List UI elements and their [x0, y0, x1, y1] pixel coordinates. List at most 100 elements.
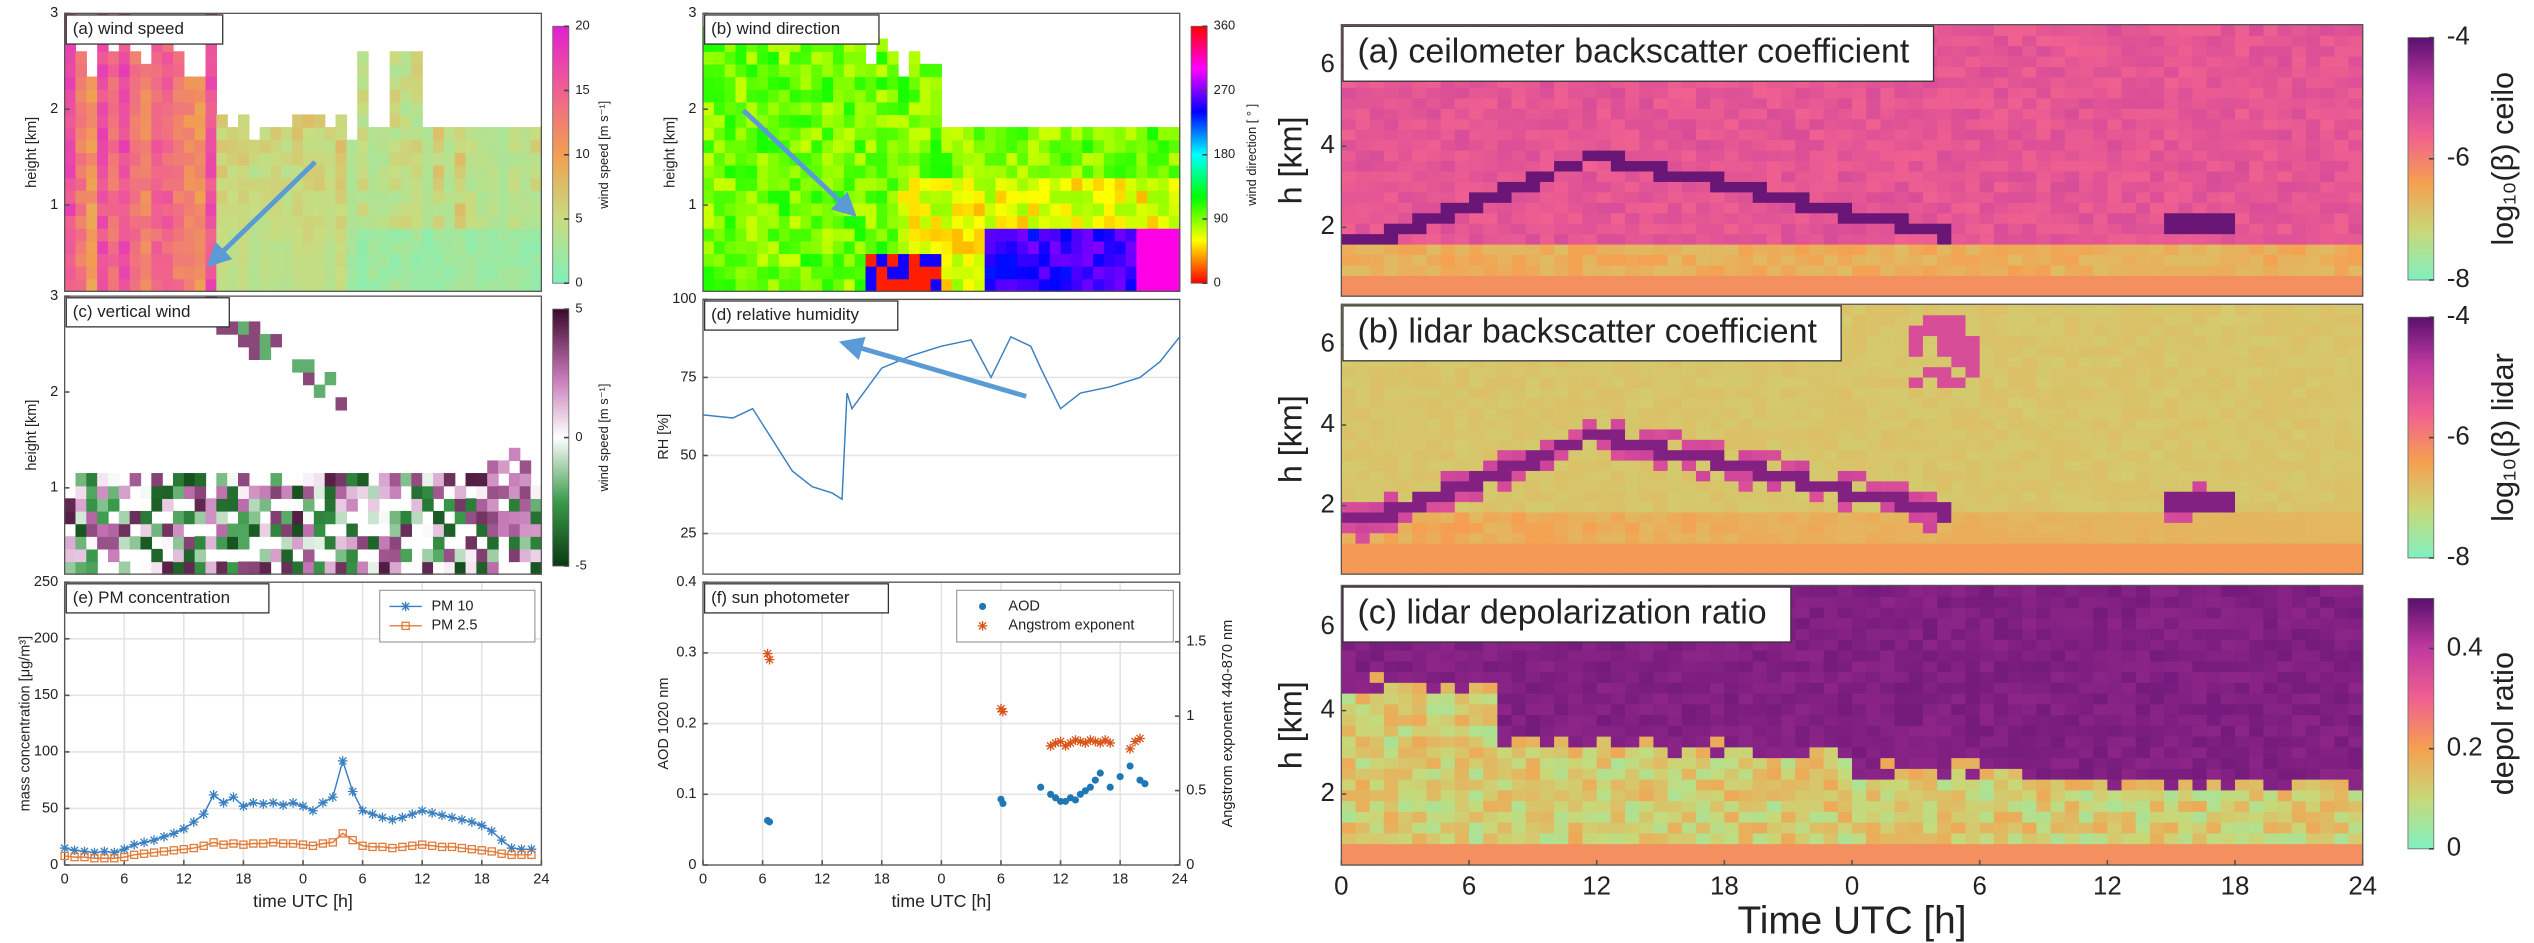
heatmap-cell: [2292, 98, 2307, 109]
heatmap-cell: [1370, 254, 1385, 265]
heatmap-cell: [1568, 429, 1583, 440]
heatmap-cell: [1696, 244, 1711, 255]
heatmap-cell: [1384, 387, 1399, 398]
heatmap-cell: [2107, 56, 2122, 67]
heatmap-cell: [1838, 213, 1853, 224]
heatmap-cell: [1497, 160, 1512, 171]
heatmap-cell: [2320, 171, 2335, 182]
heatmap-cell: [411, 178, 422, 191]
heatmap-cell: [1710, 564, 1725, 575]
heatmap-cell: [1412, 533, 1427, 544]
heatmap-cell: [509, 473, 520, 486]
heatmap-cell: [2178, 286, 2193, 297]
heatmap-cell: [768, 203, 779, 216]
heatmap-cell: [1866, 335, 1881, 346]
heatmap-cell: [1147, 152, 1158, 165]
heatmap-cell: [1554, 140, 1569, 151]
heatmap-cell: [2008, 108, 2023, 119]
heatmap-cell: [1526, 377, 1541, 388]
heatmap-cell: [1341, 192, 1356, 203]
heatmap-cell: [1781, 533, 1796, 544]
heatmap-cell: [1169, 190, 1180, 203]
heatmap-cell: [1050, 241, 1061, 254]
heatmap-cell: [1147, 241, 1158, 254]
colorbar-tick-label: 5: [575, 210, 582, 225]
heatmap-cell: [140, 190, 151, 203]
heatmap-cell: [1951, 140, 1966, 151]
heatmap-cell: [974, 165, 985, 178]
heatmap-cell: [735, 127, 746, 140]
heatmap-cell: [714, 51, 725, 64]
legend: AODAngstrom exponent: [957, 590, 1174, 642]
heatmap-cell: [1455, 192, 1470, 203]
heatmap-cell: [173, 228, 184, 241]
heatmap-cell: [876, 190, 887, 203]
heatmap-cell: [1398, 367, 1413, 378]
heatmap-cell: [1809, 450, 1824, 461]
heatmap-cell: [898, 228, 909, 241]
heatmap-cell: [314, 165, 325, 178]
heatmap-cell: [2136, 181, 2151, 192]
heatmap-cell: [303, 372, 314, 385]
heatmap-cell: [1497, 418, 1512, 429]
heatmap-cell: [1039, 165, 1050, 178]
heatmap-cell: [2334, 254, 2349, 265]
heatmap-cell: [65, 536, 76, 549]
heatmap-cell: [1370, 418, 1385, 429]
heatmap-cell: [1809, 398, 1824, 409]
heatmap-cell: [2136, 66, 2151, 77]
heatmap-cell: [757, 51, 768, 64]
heatmap-cell: [1781, 470, 1796, 481]
heatmap-cell: [1554, 98, 1569, 109]
heatmap-cell: [1158, 190, 1169, 203]
heatmap-cell: [1082, 140, 1093, 153]
heatmap-cell: [703, 89, 714, 102]
heatmap-cell: [1568, 481, 1583, 492]
heatmap-cell: [2306, 35, 2321, 46]
heatmap-cell: [1126, 215, 1137, 228]
heatmap-cell: [790, 228, 801, 241]
heatmap-cell: [2207, 119, 2222, 130]
heatmap-cell: [768, 77, 779, 90]
heatmap-cell: [1710, 543, 1725, 554]
heatmap-cell: [368, 203, 379, 216]
heatmap-cell: [931, 266, 942, 279]
heatmap-cell: [2178, 234, 2193, 245]
heatmap-cell: [985, 266, 996, 279]
heatmap-cell: [1809, 213, 1824, 224]
heatmap-cell: [433, 549, 444, 562]
heatmap-cell: [1781, 450, 1796, 461]
heatmap-cell: [1136, 165, 1147, 178]
heatmap-cell: [1951, 35, 1966, 46]
heatmap-cell: [1455, 171, 1470, 182]
heatmap-cell: [1426, 98, 1441, 109]
heatmap-cell: [1625, 533, 1640, 544]
heatmap-cell: [2107, 181, 2122, 192]
heatmap-cell: [1966, 119, 1981, 130]
heatmap-cell: [1469, 234, 1484, 245]
heatmap-cell: [1966, 171, 1981, 182]
heatmap-cell: [1341, 254, 1356, 265]
heatmap-cell: [455, 203, 466, 216]
heatmap-cell: [1611, 450, 1626, 461]
heatmap-cell: [1526, 564, 1541, 575]
heatmap-cell: [390, 473, 401, 486]
heatmap-cell: [1795, 223, 1810, 234]
heatmap-cell: [2306, 25, 2321, 36]
heatmap-cell: [1104, 279, 1115, 292]
heatmap-cell: [1398, 265, 1413, 276]
heatmap-cell: [963, 215, 974, 228]
heatmap-cell: [931, 140, 942, 153]
heatmap-cell: [1966, 140, 1981, 151]
heatmap-cell: [1356, 543, 1371, 554]
heatmap-cell: [444, 215, 455, 228]
heatmap-cell: [1653, 244, 1668, 255]
heatmap-cell: [1880, 346, 1895, 357]
heatmap-cell: [2306, 223, 2321, 234]
heatmap-cell: [703, 178, 714, 191]
heatmap-cell: [2192, 234, 2207, 245]
heatmap-cell: [173, 114, 184, 127]
heatmap-cell: [2036, 223, 2051, 234]
heatmap-cell: [2164, 223, 2179, 234]
heatmap-cell: [2249, 275, 2264, 286]
